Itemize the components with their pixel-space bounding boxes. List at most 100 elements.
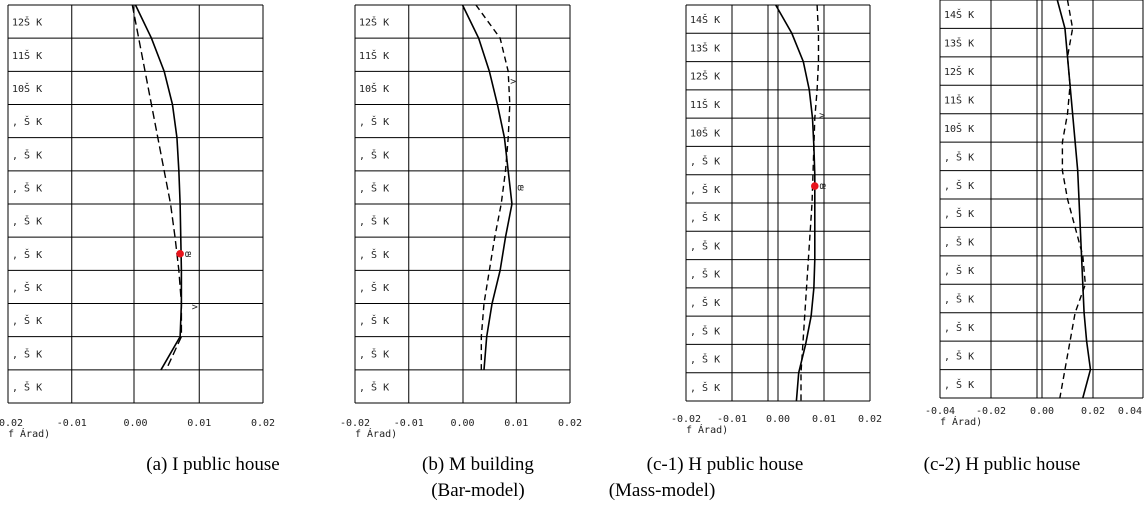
floor-label: , Š K bbox=[12, 215, 42, 228]
floor-label: , Š K bbox=[12, 148, 42, 161]
panel-caption: (c-1) H public house bbox=[647, 454, 804, 475]
peak-marker-label: œ bbox=[185, 249, 191, 260]
floor-label: , Š K bbox=[359, 148, 389, 161]
x-axis-label: f Árad) bbox=[940, 415, 982, 428]
x-tick-label: 0.02 bbox=[558, 418, 582, 429]
floor-label: , Š K bbox=[944, 207, 974, 220]
arrow-label: > bbox=[819, 110, 825, 121]
x-tick-label: -0.01 bbox=[717, 414, 747, 425]
floor-label: 12Š K bbox=[12, 16, 42, 29]
series-line-dashed bbox=[131, 4, 183, 371]
arrow-label: > bbox=[192, 302, 198, 313]
floor-label: 10Š K bbox=[359, 82, 389, 95]
floor-label: 11Š K bbox=[12, 49, 42, 62]
panel-caption-sub: (Bar-model) bbox=[431, 480, 525, 501]
floor-label: , Š K bbox=[690, 268, 720, 281]
floor-label: , Š K bbox=[359, 314, 389, 327]
floor-label: 11Š K bbox=[690, 98, 720, 111]
floor-label: 14Š K bbox=[944, 8, 974, 21]
x-tick-label: 0.01 bbox=[504, 418, 528, 429]
floor-label: 10Š K bbox=[690, 126, 720, 139]
series-line-dashed bbox=[1059, 0, 1087, 399]
x-tick-label: -0.02 bbox=[340, 418, 370, 429]
panel-caption: (a) I public house bbox=[146, 454, 279, 475]
x-axis-label: f Árad) bbox=[355, 427, 397, 440]
series-line-solid bbox=[134, 4, 183, 371]
floor-label: , Š K bbox=[12, 281, 42, 294]
x-tick-label: 0.01 bbox=[812, 414, 836, 425]
x-tick-label: -0.01 bbox=[394, 418, 424, 429]
floor-label: 13Š K bbox=[944, 37, 974, 50]
floor-label: , Š K bbox=[12, 181, 42, 194]
series-line-solid bbox=[775, 4, 816, 402]
chart-panel-3: 14Š K 13Š K 12Š K 11Š K 10Š K , Š K , Š K , Š K… bbox=[609, 4, 882, 501]
floor-label: , Š K bbox=[944, 293, 974, 306]
floor-label: 12Š K bbox=[944, 65, 974, 78]
floor-label: , Š K bbox=[359, 281, 389, 294]
floor-label: , Š K bbox=[690, 296, 720, 309]
floor-label: 12Š K bbox=[359, 16, 389, 29]
x-tick-label: 0.02 bbox=[251, 418, 275, 429]
series-line-dashed bbox=[475, 4, 511, 370]
floor-label: , Š K bbox=[690, 211, 720, 224]
x-tick-label: 0.00 bbox=[766, 414, 790, 425]
panel-caption: (c-2) H public house bbox=[924, 454, 1081, 475]
floor-label: , Š K bbox=[359, 248, 389, 261]
x-tick-label: 0.00 bbox=[123, 418, 147, 429]
x-tick-label: 0.04 bbox=[1118, 406, 1142, 417]
floor-label: , Š K bbox=[944, 150, 974, 163]
panel-caption-sub: (Mass-model) bbox=[609, 480, 716, 501]
floor-label: , Š K bbox=[359, 347, 389, 360]
floor-label: , Š K bbox=[944, 378, 974, 391]
panel-caption: (b) M building bbox=[422, 454, 534, 475]
x-axis-label: f Árad) bbox=[8, 427, 50, 440]
x-tick-label: 0.02 bbox=[858, 414, 882, 425]
floor-label: 11Š K bbox=[359, 49, 389, 62]
floor-label: , Š K bbox=[690, 381, 720, 394]
floor-label: 12Š K bbox=[690, 70, 720, 83]
peak-marker-label: œ bbox=[518, 182, 524, 193]
series-line-solid bbox=[1056, 0, 1092, 399]
chart-panel-2: 12Š K 11Š K 10Š K , Š K , Š K , Š K , Š K , Š K… bbox=[340, 4, 582, 501]
peak-marker bbox=[811, 182, 819, 190]
x-tick-label: -0.02 bbox=[976, 406, 1006, 417]
floor-label: , Š K bbox=[944, 349, 974, 362]
x-tick-label: -0.02 bbox=[0, 418, 23, 429]
floor-label: , Š K bbox=[359, 215, 389, 228]
floor-label: 10Š K bbox=[944, 122, 974, 135]
floor-label: 11Š K bbox=[944, 94, 974, 107]
series-line-solid bbox=[461, 4, 513, 370]
floor-label: , Š K bbox=[12, 380, 42, 393]
x-tick-label: -0.01 bbox=[57, 418, 87, 429]
x-tick-label: -0.02 bbox=[671, 414, 701, 425]
floor-label: 10Š K bbox=[12, 82, 42, 95]
floor-label: , Š K bbox=[690, 324, 720, 337]
floor-label: , Š K bbox=[359, 115, 389, 128]
floor-label: , Š K bbox=[690, 239, 720, 252]
floor-label: , Š K bbox=[944, 264, 974, 277]
floor-label: , Š K bbox=[12, 115, 42, 128]
floor-label: 13Š K bbox=[690, 41, 720, 54]
x-tick-label: 0.02 bbox=[1081, 406, 1105, 417]
floor-label: 14Š K bbox=[690, 13, 720, 26]
floor-label: , Š K bbox=[690, 155, 720, 168]
arrow-label: > bbox=[510, 76, 516, 87]
floor-label: , Š K bbox=[944, 179, 974, 192]
x-axis-label: f Árad) bbox=[686, 423, 728, 436]
floor-label: , Š K bbox=[12, 314, 42, 327]
x-tick-label: 0.01 bbox=[187, 418, 211, 429]
peak-marker bbox=[176, 249, 184, 258]
floor-label: , Š K bbox=[944, 236, 974, 249]
series-line-dashed bbox=[800, 4, 820, 401]
floor-label: , Š K bbox=[359, 181, 389, 194]
x-tick-label: -0.04 bbox=[925, 406, 955, 417]
floor-label: , Š K bbox=[690, 353, 720, 366]
floor-label: , Š K bbox=[12, 347, 42, 360]
chart-panel-4: 14Š K 13Š K 12Š K 11Š K 10Š K , Š K , Š K , Š K… bbox=[924, 0, 1144, 475]
floor-label: , Š K bbox=[944, 321, 974, 334]
floor-label: , Š K bbox=[12, 248, 42, 261]
x-tick-label: 0.00 bbox=[450, 418, 474, 429]
floor-label: , Š K bbox=[359, 380, 389, 393]
peak-marker-label: œ bbox=[820, 181, 826, 192]
